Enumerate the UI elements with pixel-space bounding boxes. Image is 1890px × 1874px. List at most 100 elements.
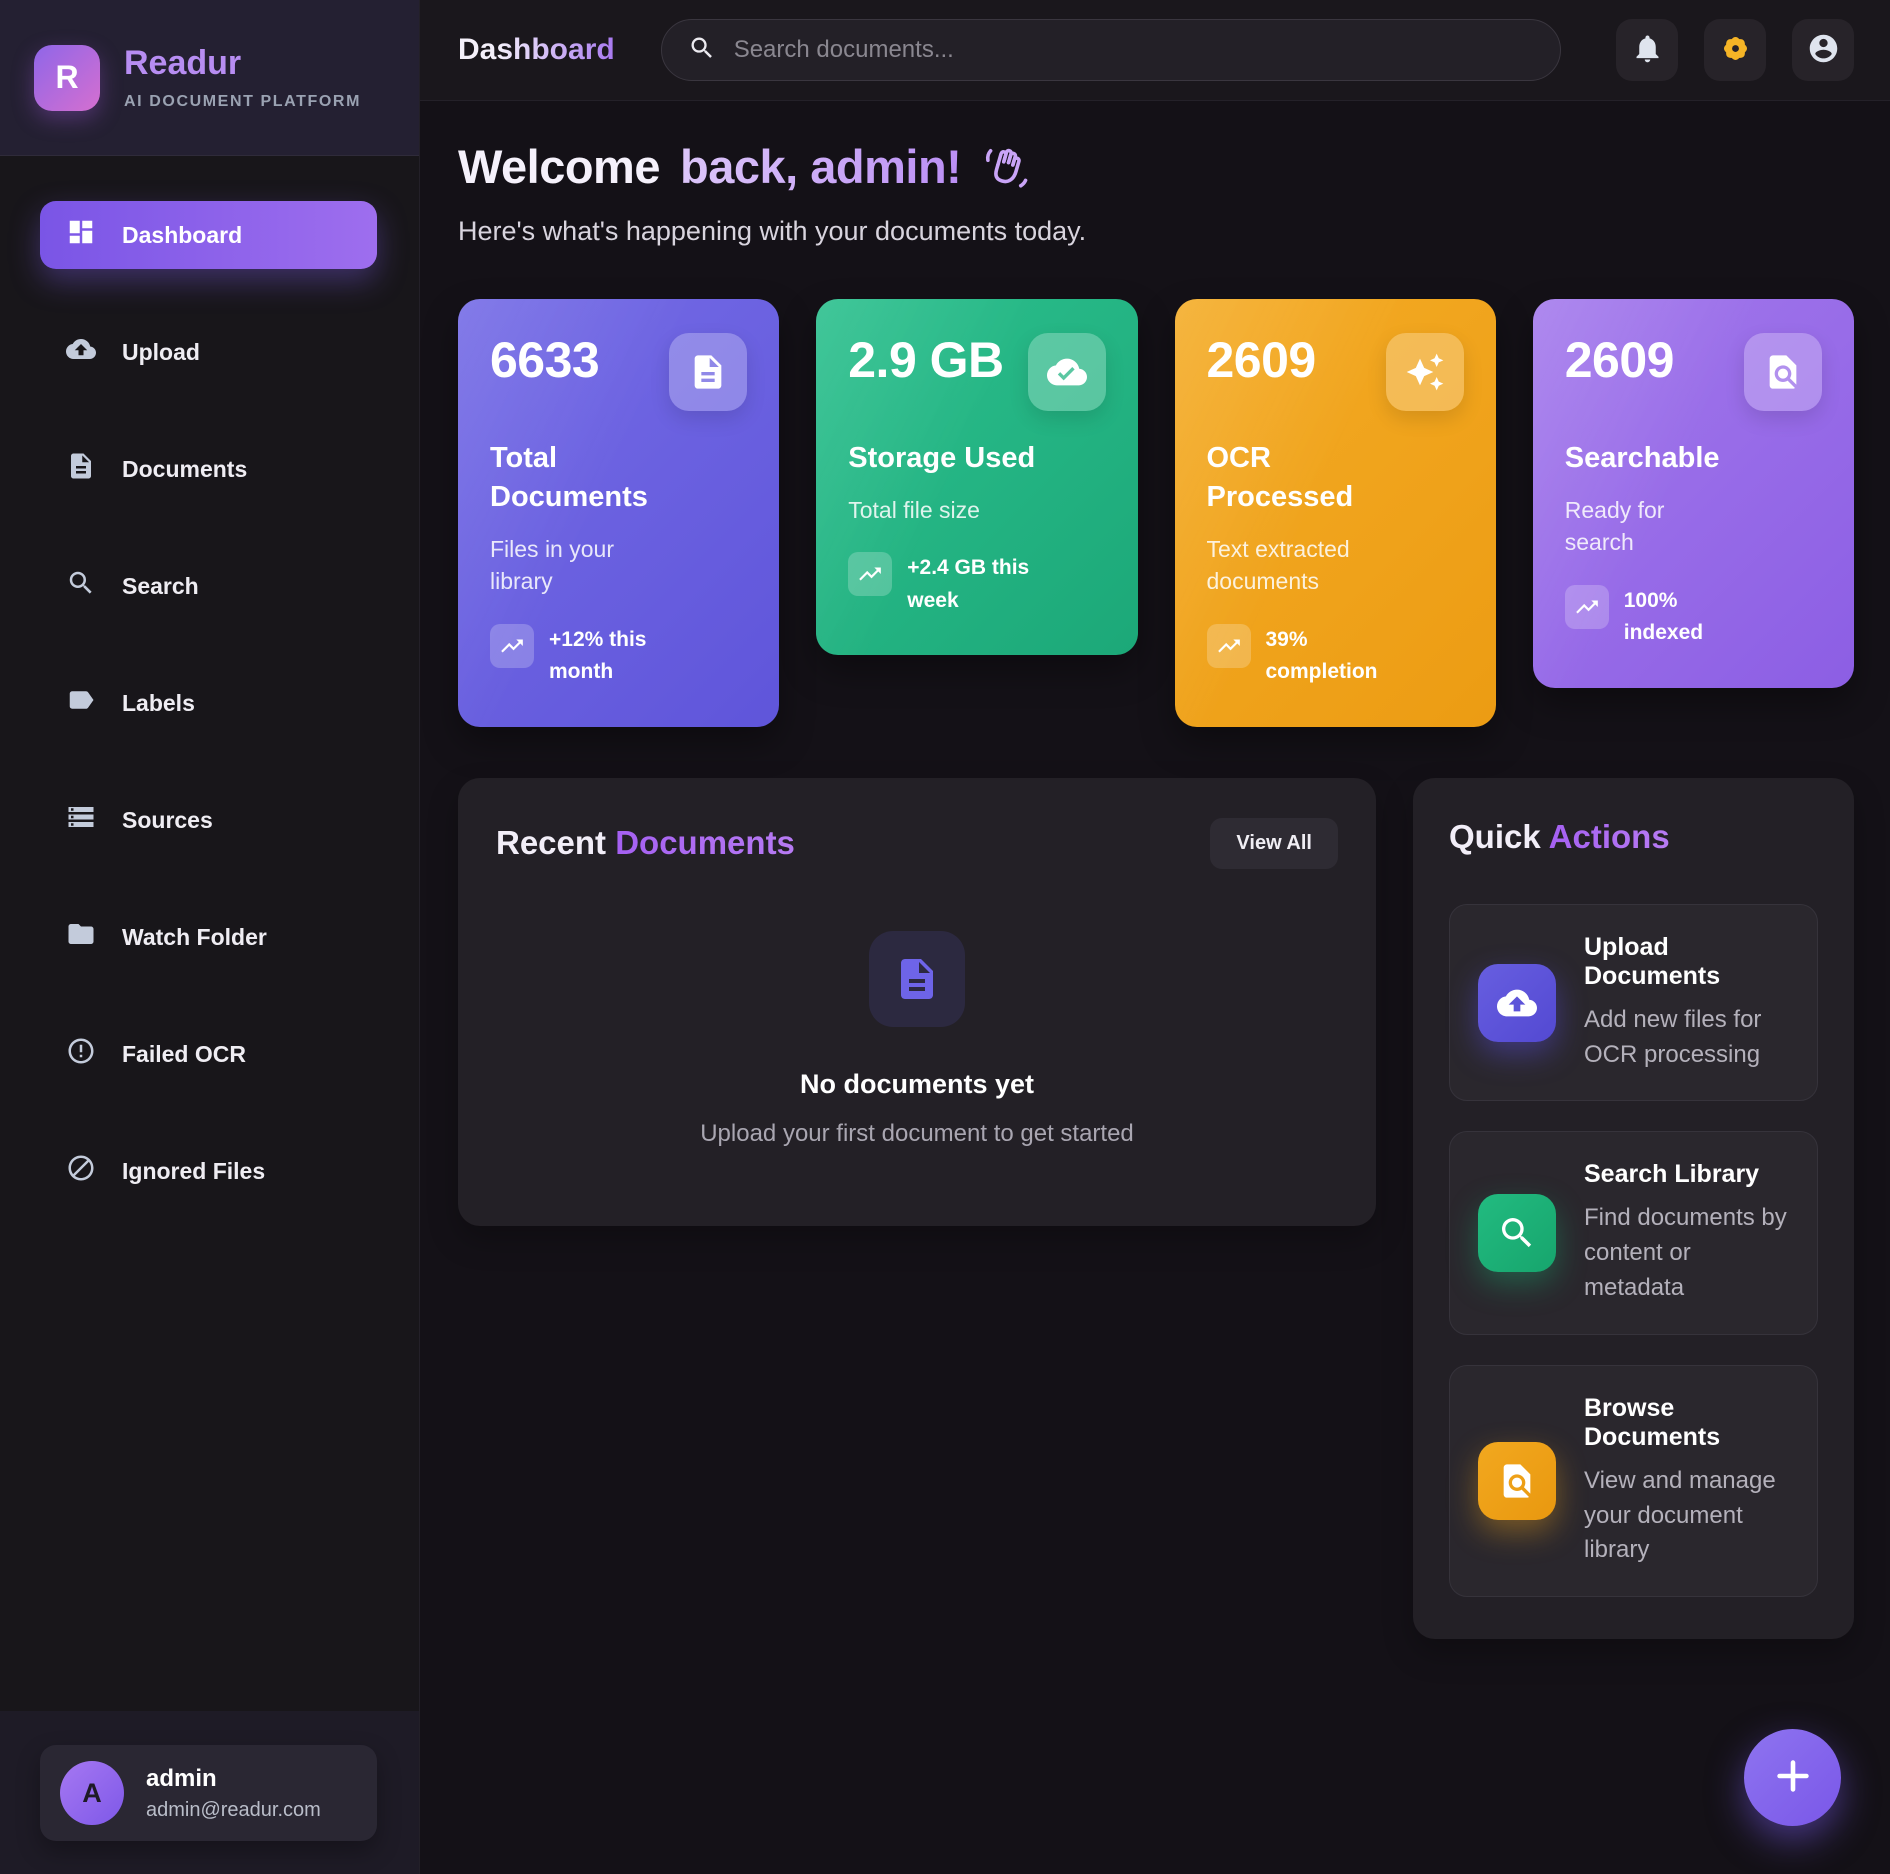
quick-actions-title-accent: Actions bbox=[1548, 817, 1670, 855]
error-icon bbox=[66, 1036, 96, 1072]
sidebar: R Readur AI DOCUMENT PLATFORM Dashboard … bbox=[0, 0, 420, 1874]
stat-value: 2.9 GB bbox=[848, 332, 1004, 388]
stat-value: 2609 bbox=[1564, 332, 1675, 388]
search-input[interactable] bbox=[733, 36, 1534, 64]
stat-label: Searchable bbox=[1564, 442, 1720, 474]
quick-action-description: View and manage your document library bbox=[1584, 1466, 1776, 1564]
brand-tagline: AI DOCUMENT PLATFORM bbox=[124, 93, 362, 110]
search-icon bbox=[66, 568, 96, 604]
welcome-heading: Welcome back, admin! bbox=[458, 139, 1854, 194]
header-actions bbox=[1616, 19, 1854, 81]
stat-sublabel: Text extracted documents bbox=[1206, 536, 1350, 595]
brand-name: Readur bbox=[124, 44, 242, 82]
brand-header: R Readur AI DOCUMENT PLATFORM bbox=[0, 0, 419, 156]
doc-search-icon bbox=[1478, 1441, 1556, 1520]
quick-action-search-library[interactable]: Search Library Find documents by content… bbox=[1449, 1131, 1818, 1335]
welcome-text: Welcome bbox=[458, 140, 661, 193]
sidebar-nav: Dashboard Upload Documents Search Labels… bbox=[0, 156, 419, 1711]
search-icon bbox=[688, 34, 716, 67]
search-bar bbox=[660, 19, 1561, 81]
empty-state: No documents yet Upload your first docum… bbox=[496, 930, 1338, 1148]
dashboard-grid-icon bbox=[66, 217, 96, 253]
sidebar-item-sources[interactable]: Sources bbox=[40, 786, 377, 854]
user-email: admin@readur.com bbox=[146, 1798, 321, 1821]
quick-action-title: Browse Documents bbox=[1584, 1393, 1721, 1451]
quick-action-title: Upload Documents bbox=[1584, 932, 1721, 990]
document-icon bbox=[869, 930, 965, 1027]
user-profile-card[interactable]: A admin admin@readur.com bbox=[40, 1745, 377, 1841]
sidebar-item-upload[interactable]: Upload bbox=[40, 318, 377, 386]
view-all-button[interactable]: View All bbox=[1210, 817, 1338, 869]
sidebar-item-search[interactable]: Search bbox=[40, 552, 377, 620]
quick-action-description: Find documents by content or metadata bbox=[1584, 1204, 1787, 1301]
quick-action-text: Search Library Find documents by content… bbox=[1584, 1160, 1789, 1305]
sidebar-item-label: Search bbox=[122, 572, 199, 599]
sidebar-item-failed-ocr[interactable]: Failed OCR bbox=[40, 1020, 377, 1088]
sparkles-icon bbox=[1385, 333, 1464, 411]
block-icon bbox=[66, 1153, 96, 1189]
quick-action-text: Browse Documents View and manage your do… bbox=[1584, 1394, 1789, 1568]
theme-toggle-button[interactable] bbox=[1704, 19, 1766, 81]
trending-up-icon bbox=[1206, 623, 1251, 668]
sidebar-item-labels[interactable]: Labels bbox=[40, 669, 377, 737]
sidebar-item-watch-folder[interactable]: Watch Folder bbox=[40, 903, 377, 971]
welcome-subtitle: Here's what's happening with your docume… bbox=[458, 216, 1087, 246]
stat-label: OCR Processed bbox=[1206, 442, 1354, 514]
account-circle-icon bbox=[1807, 32, 1840, 68]
recent-documents-title: Recent Documents bbox=[496, 824, 795, 862]
stat-card-storage-used: 2.9 GB Storage Used Total file size +2.4… bbox=[816, 299, 1137, 655]
sidebar-item-label: Sources bbox=[122, 806, 213, 833]
stat-sublabel: Total file size bbox=[848, 497, 980, 524]
stat-sublabel: Ready for search bbox=[1564, 497, 1665, 556]
cloud-upload-icon bbox=[1478, 963, 1556, 1042]
notifications-button[interactable] bbox=[1616, 19, 1678, 81]
user-name: admin bbox=[146, 1764, 217, 1792]
sidebar-item-documents[interactable]: Documents bbox=[40, 435, 377, 503]
trending-up-icon bbox=[848, 552, 893, 597]
sidebar-item-label: Upload bbox=[122, 338, 200, 365]
sidebar-item-label: Dashboard bbox=[122, 221, 243, 248]
stat-cards-row: 6633 Total Documents Files in your libra… bbox=[458, 299, 1854, 727]
empty-state-title: No documents yet bbox=[799, 1068, 1035, 1099]
top-bar: Dashboard bbox=[420, 0, 1890, 101]
sidebar-item-ignored-files[interactable]: Ignored Files bbox=[40, 1137, 377, 1205]
brightness-sun-icon bbox=[1719, 32, 1752, 68]
stat-trend-text: 39% completion bbox=[1265, 627, 1378, 684]
main-area: Dashboard Welcome back, admin! Here's wh… bbox=[420, 0, 1890, 1874]
bell-icon bbox=[1631, 32, 1664, 68]
empty-state-subtitle: Upload your first document to get starte… bbox=[700, 1119, 1134, 1147]
plus-icon bbox=[1770, 1753, 1816, 1802]
page-title: Dashboard bbox=[458, 33, 615, 66]
avatar: A bbox=[60, 1761, 124, 1825]
brand-text: Readur AI DOCUMENT PLATFORM bbox=[124, 44, 361, 111]
sources-icon bbox=[66, 802, 96, 838]
recent-title-accent: Documents bbox=[615, 824, 795, 862]
stat-value: 6633 bbox=[490, 332, 600, 388]
quick-action-browse-documents[interactable]: Browse Documents View and manage your do… bbox=[1449, 1364, 1818, 1598]
waving-hand-icon bbox=[981, 143, 1029, 191]
recent-title-text: Recent bbox=[496, 824, 616, 862]
add-document-fab[interactable] bbox=[1744, 1729, 1841, 1826]
quick-action-upload-documents[interactable]: Upload Documents Add new files for OCR p… bbox=[1449, 903, 1818, 1102]
stat-card-searchable: 2609 Searchable Ready for search 100% in… bbox=[1533, 299, 1854, 688]
stat-sublabel: Files in your library bbox=[490, 536, 614, 595]
stat-card-ocr-processed: 2609 OCR Processed Text extracted docume… bbox=[1175, 299, 1496, 727]
quick-actions-panel: Quick Actions Upload Documents Add new f… bbox=[1413, 777, 1854, 1640]
stat-trend-text: +2.4 GB this week bbox=[907, 556, 1030, 612]
cloud-check-icon bbox=[1027, 333, 1106, 411]
account-button[interactable] bbox=[1792, 19, 1854, 81]
label-icon bbox=[66, 685, 96, 721]
sidebar-item-label: Ignored Files bbox=[122, 1157, 266, 1184]
cloud-upload-icon bbox=[66, 334, 96, 370]
sidebar-item-label: Labels bbox=[122, 689, 195, 716]
trending-up-icon bbox=[490, 623, 534, 668]
sidebar-footer: A admin admin@readur.com bbox=[0, 1711, 419, 1874]
stat-value: 2609 bbox=[1206, 332, 1317, 388]
dashboard-content: Welcome back, admin! Here's what's happe… bbox=[420, 101, 1890, 1874]
sidebar-item-dashboard[interactable]: Dashboard bbox=[40, 201, 377, 269]
stat-label: Storage Used bbox=[848, 442, 1036, 474]
quick-action-title: Search Library bbox=[1584, 1160, 1760, 1189]
quick-action-text: Upload Documents Add new files for OCR p… bbox=[1584, 933, 1789, 1073]
doc-search-icon bbox=[1744, 333, 1822, 411]
stat-trend-text: 100% indexed bbox=[1623, 588, 1704, 645]
